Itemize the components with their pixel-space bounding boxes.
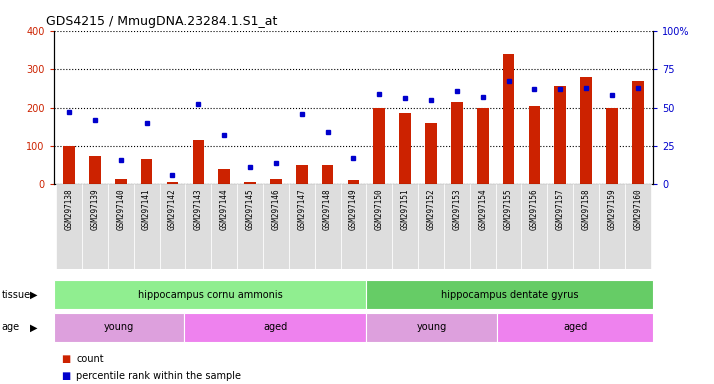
Text: GSM297138: GSM297138 [64,189,74,230]
Bar [211,184,237,269]
Text: age: age [1,322,19,333]
Bar [399,113,411,184]
Text: GSM297153: GSM297153 [453,189,461,230]
Bar [528,106,540,184]
Bar [134,184,159,269]
Text: ▶: ▶ [30,290,38,300]
Text: GSM297155: GSM297155 [504,189,513,230]
Text: ▶: ▶ [30,322,38,333]
Text: GSM297152: GSM297152 [426,189,436,230]
Text: aged: aged [563,322,587,333]
Bar [392,184,418,269]
Text: GSM297145: GSM297145 [246,189,254,230]
Bar [573,184,599,269]
Bar [580,77,592,184]
Bar [555,86,566,184]
Bar [425,123,437,184]
Bar [64,146,75,184]
Text: GSM297151: GSM297151 [401,189,410,230]
Bar [166,182,178,184]
Text: GSM297143: GSM297143 [193,189,203,230]
Text: GSM297139: GSM297139 [91,189,99,230]
Bar [82,184,108,269]
Text: GSM297158: GSM297158 [582,189,590,230]
Bar [184,313,366,342]
Bar [315,184,341,269]
Bar [237,184,263,269]
Bar [186,184,211,269]
Text: ■: ■ [61,371,70,381]
Bar [521,184,548,269]
Bar [56,184,82,269]
Text: percentile rank within the sample: percentile rank within the sample [76,371,241,381]
Text: GDS4215 / MmugDNA.23284.1.S1_at: GDS4215 / MmugDNA.23284.1.S1_at [46,15,278,28]
Bar [348,180,359,184]
Text: tissue: tissue [1,290,31,300]
Bar [193,140,204,184]
Text: count: count [76,354,104,364]
Text: GSM297146: GSM297146 [271,189,281,230]
Bar [159,184,186,269]
Text: young: young [416,322,447,333]
Text: GSM297141: GSM297141 [142,189,151,230]
Bar [244,182,256,184]
Bar [503,54,514,184]
Bar [366,184,392,269]
Bar [296,165,308,184]
Text: hippocampus cornu ammonis: hippocampus cornu ammonis [138,290,282,300]
Bar [263,184,288,269]
Bar [418,184,444,269]
Bar [288,184,315,269]
Text: GSM297150: GSM297150 [375,189,384,230]
Text: GSM297160: GSM297160 [633,189,643,230]
Bar [341,184,366,269]
Bar [270,179,282,184]
Text: GSM297157: GSM297157 [555,189,565,230]
Text: GSM297142: GSM297142 [168,189,177,230]
Text: GSM297148: GSM297148 [323,189,332,230]
Bar [470,184,496,269]
Bar [625,184,650,269]
Bar [632,81,643,184]
Text: GSM297144: GSM297144 [220,189,228,230]
Bar [451,102,463,184]
Bar [89,156,101,184]
Bar [606,108,618,184]
Bar [496,184,521,269]
Text: aged: aged [263,322,287,333]
Text: ■: ■ [61,354,70,364]
Bar [108,184,134,269]
Text: GSM297156: GSM297156 [530,189,539,230]
Text: GSM297154: GSM297154 [478,189,487,230]
Bar [54,313,184,342]
Bar [373,108,385,184]
Text: young: young [104,322,134,333]
Bar [548,184,573,269]
Text: hippocampus dentate gyrus: hippocampus dentate gyrus [441,290,578,300]
Bar [115,179,126,184]
Bar [497,313,653,342]
Bar [322,165,333,184]
Bar [54,280,366,309]
Text: GSM297140: GSM297140 [116,189,125,230]
Bar [599,184,625,269]
Bar [444,184,470,269]
Text: GSM297159: GSM297159 [608,189,616,230]
Bar [366,313,497,342]
Bar [218,169,230,184]
Bar [477,108,488,184]
Text: GSM297149: GSM297149 [349,189,358,230]
Bar [366,280,653,309]
Text: GSM297147: GSM297147 [297,189,306,230]
Bar [141,159,152,184]
